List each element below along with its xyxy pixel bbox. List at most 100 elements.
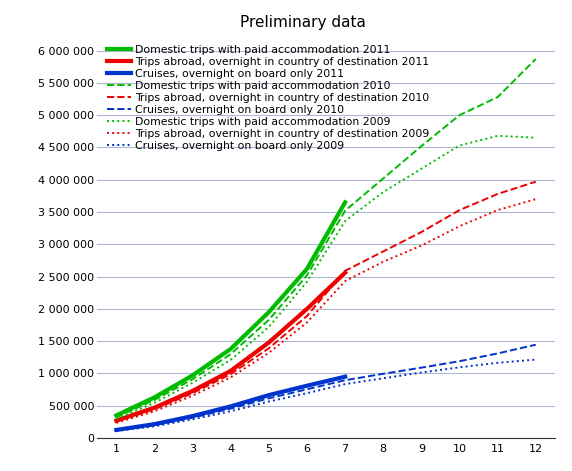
Trips abroad, overnight in country of destination 2010 xyxy=(380,249,387,254)
Trips abroad, overnight in country of destination 2010 xyxy=(494,191,501,197)
Domestic trips with paid accommodation 2010 xyxy=(456,113,463,118)
Trips abroad, overnight in country of destination 2010 xyxy=(304,313,311,319)
Trips abroad, overnight in country of destination 2010 xyxy=(456,207,463,213)
Trips abroad, overnight in country of destination 2009 xyxy=(533,196,539,202)
Cruises, overnight on board only 2010 xyxy=(380,371,387,377)
Domestic trips with paid accommodation 2009 xyxy=(304,279,311,284)
Trips abroad, overnight in country of destination 2010 xyxy=(265,345,272,351)
Trips abroad, overnight in country of destination 2010 xyxy=(533,179,539,185)
Domestic trips with paid accommodation 2009 xyxy=(533,135,539,141)
Trips abroad, overnight in country of destination 2010 xyxy=(341,268,348,274)
Trips abroad, overnight in country of destination 2011 xyxy=(304,306,311,312)
Cruises, overnight on board only 2011 xyxy=(304,383,311,389)
Trips abroad, overnight in country of destination 2010 xyxy=(151,406,158,412)
Domestic trips with paid accommodation 2011 xyxy=(265,309,272,315)
Cruises, overnight on board only 2010 xyxy=(189,415,196,421)
Trips abroad, overnight in country of destination 2009 xyxy=(113,420,120,426)
Domestic trips with paid accommodation 2011 xyxy=(341,200,348,205)
Domestic trips with paid accommodation 2010 xyxy=(304,273,311,278)
Line: Trips abroad, overnight in country of destination 2009: Trips abroad, overnight in country of de… xyxy=(116,199,536,423)
Trips abroad, overnight in country of destination 2010 xyxy=(418,229,425,235)
Cruises, overnight on board only 2010 xyxy=(113,428,120,433)
Domestic trips with paid accommodation 2010 xyxy=(494,94,501,100)
Cruises, overnight on board only 2009 xyxy=(418,370,425,375)
Cruises, overnight on board only 2011 xyxy=(227,404,234,409)
Trips abroad, overnight in country of destination 2011 xyxy=(265,340,272,345)
Line: Domestic trips with paid accommodation 2011: Domestic trips with paid accommodation 2… xyxy=(116,203,345,415)
Line: Cruises, overnight on board only 2009: Cruises, overnight on board only 2009 xyxy=(116,359,536,431)
Cruises, overnight on board only 2009 xyxy=(456,365,463,370)
Trips abroad, overnight in country of destination 2009 xyxy=(189,393,196,398)
Trips abroad, overnight in country of destination 2009 xyxy=(265,350,272,356)
Cruises, overnight on board only 2011 xyxy=(189,413,196,419)
Line: Cruises, overnight on board only 2010: Cruises, overnight on board only 2010 xyxy=(116,345,536,430)
Domestic trips with paid accommodation 2011 xyxy=(151,395,158,400)
Legend: Domestic trips with paid accommodation 2011, Trips abroad, overnight in country : Domestic trips with paid accommodation 2… xyxy=(107,45,430,151)
Domestic trips with paid accommodation 2009 xyxy=(380,189,387,195)
Cruises, overnight on board only 2011 xyxy=(341,374,348,380)
Trips abroad, overnight in country of destination 2011 xyxy=(151,405,158,411)
Cruises, overnight on board only 2009 xyxy=(533,357,539,362)
Domestic trips with paid accommodation 2010 xyxy=(341,208,348,213)
Trips abroad, overnight in country of destination 2009 xyxy=(341,278,348,284)
Cruises, overnight on board only 2010 xyxy=(418,365,425,371)
Cruises, overnight on board only 2010 xyxy=(227,406,234,412)
Line: Domestic trips with paid accommodation 2010: Domestic trips with paid accommodation 2… xyxy=(116,59,536,417)
Domestic trips with paid accommodation 2009 xyxy=(189,380,196,386)
Cruises, overnight on board only 2009 xyxy=(380,375,387,381)
Trips abroad, overnight in country of destination 2009 xyxy=(380,259,387,265)
Cruises, overnight on board only 2010 xyxy=(494,350,501,356)
Cruises, overnight on board only 2010 xyxy=(341,377,348,383)
Trips abroad, overnight in country of destination 2010 xyxy=(113,419,120,424)
Cruises, overnight on board only 2010 xyxy=(456,358,463,364)
Cruises, overnight on board only 2009 xyxy=(494,360,501,365)
Trips abroad, overnight in country of destination 2010 xyxy=(189,390,196,396)
Cruises, overnight on board only 2009 xyxy=(227,408,234,414)
Domestic trips with paid accommodation 2010 xyxy=(227,351,234,357)
Domestic trips with paid accommodation 2010 xyxy=(189,376,196,382)
Domestic trips with paid accommodation 2010 xyxy=(380,176,387,181)
Domestic trips with paid accommodation 2009 xyxy=(456,143,463,148)
Cruises, overnight on board only 2009 xyxy=(304,390,311,396)
Cruises, overnight on board only 2009 xyxy=(265,399,272,405)
Cruises, overnight on board only 2011 xyxy=(113,427,120,433)
Cruises, overnight on board only 2009 xyxy=(113,428,120,434)
Line: Trips abroad, overnight in country of destination 2011: Trips abroad, overnight in country of de… xyxy=(116,273,345,421)
Trips abroad, overnight in country of destination 2009 xyxy=(494,207,501,213)
Domestic trips with paid accommodation 2011 xyxy=(304,266,311,272)
Cruises, overnight on board only 2009 xyxy=(151,423,158,429)
Domestic trips with paid accommodation 2010 xyxy=(113,414,120,420)
Cruises, overnight on board only 2010 xyxy=(533,342,539,348)
Domestic trips with paid accommodation 2009 xyxy=(265,324,272,330)
Title: Preliminary data: Preliminary data xyxy=(240,15,366,30)
Domestic trips with paid accommodation 2011 xyxy=(227,346,234,352)
Line: Trips abroad, overnight in country of destination 2010: Trips abroad, overnight in country of de… xyxy=(116,182,536,422)
Trips abroad, overnight in country of destination 2011 xyxy=(189,388,196,394)
Cruises, overnight on board only 2009 xyxy=(189,416,196,422)
Domestic trips with paid accommodation 2010 xyxy=(418,143,425,149)
Domestic trips with paid accommodation 2010 xyxy=(265,317,272,323)
Domestic trips with paid accommodation 2009 xyxy=(494,133,501,138)
Trips abroad, overnight in country of destination 2009 xyxy=(151,408,158,414)
Domestic trips with paid accommodation 2009 xyxy=(341,218,348,224)
Cruises, overnight on board only 2011 xyxy=(151,422,158,427)
Trips abroad, overnight in country of destination 2011 xyxy=(227,368,234,374)
Trips abroad, overnight in country of destination 2010 xyxy=(227,371,234,377)
Cruises, overnight on board only 2010 xyxy=(265,396,272,401)
Trips abroad, overnight in country of destination 2009 xyxy=(227,374,234,380)
Domestic trips with paid accommodation 2010 xyxy=(533,56,539,62)
Domestic trips with paid accommodation 2009 xyxy=(227,357,234,363)
Cruises, overnight on board only 2010 xyxy=(304,386,311,392)
Trips abroad, overnight in country of destination 2011 xyxy=(341,270,348,276)
Cruises, overnight on board only 2010 xyxy=(151,422,158,428)
Trips abroad, overnight in country of destination 2011 xyxy=(113,418,120,423)
Trips abroad, overnight in country of destination 2009 xyxy=(456,223,463,229)
Domestic trips with paid accommodation 2009 xyxy=(418,166,425,171)
Domestic trips with paid accommodation 2009 xyxy=(151,400,158,406)
Domestic trips with paid accommodation 2009 xyxy=(113,416,120,422)
Trips abroad, overnight in country of destination 2009 xyxy=(304,320,311,325)
Cruises, overnight on board only 2011 xyxy=(265,392,272,398)
Line: Cruises, overnight on board only 2011: Cruises, overnight on board only 2011 xyxy=(116,377,345,430)
Domestic trips with paid accommodation 2010 xyxy=(151,397,158,403)
Domestic trips with paid accommodation 2011 xyxy=(113,413,120,418)
